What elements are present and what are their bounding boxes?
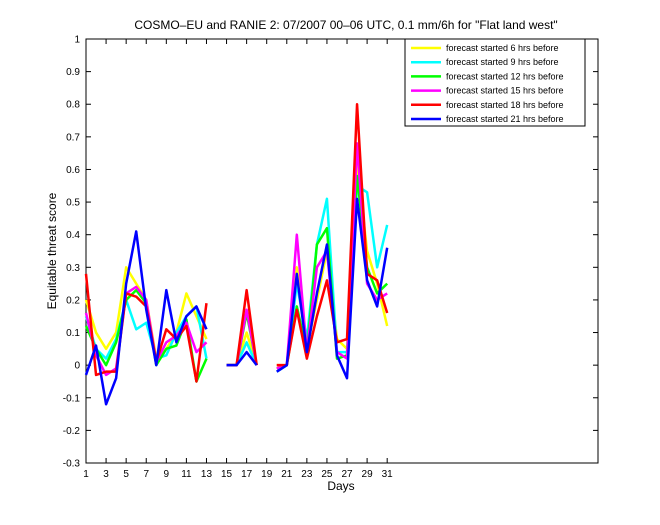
y-tick-label: 0.8 <box>66 100 80 111</box>
legend: forecast started 6 hrs before forecast st… <box>404 38 586 127</box>
x-tick-label: 13 <box>201 469 213 480</box>
y-tick-label: 0.1 <box>66 328 80 339</box>
x-axis-label: Days <box>327 479 354 493</box>
legend-label: forecast started 21 hrs before <box>446 114 564 124</box>
y-tick-label: 0.7 <box>66 132 80 143</box>
x-tick-label: 7 <box>143 469 149 480</box>
series-lines <box>84 102 389 406</box>
y-tick-label: 0.6 <box>66 165 80 176</box>
x-tick-label: 31 <box>382 469 394 480</box>
x-tick-label: 3 <box>103 469 109 480</box>
legend-label: forecast started 6 hrs before <box>446 43 559 53</box>
y-tick-label: 0.9 <box>66 67 80 78</box>
x-tick-label: 19 <box>261 469 273 480</box>
y-tick-label: -0.3 <box>63 459 81 470</box>
x-tick-label: 17 <box>241 469 253 480</box>
x-tick-label: 23 <box>301 469 313 480</box>
series-line-6 <box>84 197 389 406</box>
x-tick-label: 9 <box>164 469 170 480</box>
y-tick-label: 1 <box>74 35 80 46</box>
legend-label: forecast started 12 hrs before <box>446 71 564 81</box>
x-tick-label: 15 <box>221 469 233 480</box>
chart-title: COSMO–EU and RANIE 2: 07/2007 00–06 UTC,… <box>134 18 557 32</box>
x-tick-label: 29 <box>362 469 374 480</box>
x-tick-label: 1 <box>83 469 89 480</box>
x-tick-label: 5 <box>123 469 129 480</box>
x-tick-label: 25 <box>321 469 333 480</box>
y-tick-label: 0 <box>74 361 80 372</box>
x-tick-label: 27 <box>341 469 353 480</box>
y-tick-label: 0.4 <box>66 230 80 241</box>
x-axis: 1 3 5 7 9 11 13 15 17 19 21 23 25 27 29 31 <box>83 39 393 480</box>
y-tick-label: 0.2 <box>66 295 80 306</box>
x-tick-label: 21 <box>281 469 293 480</box>
y-tick-label: -0.1 <box>63 393 81 404</box>
y-tick-label: 0.5 <box>66 198 80 209</box>
legend-label: forecast started 15 hrs before <box>446 86 564 96</box>
y-tick-label: 0.3 <box>66 263 80 274</box>
legend-box <box>404 38 586 127</box>
x-tick-label: 11 <box>181 469 192 480</box>
y-tick-label: -0.2 <box>63 426 81 437</box>
legend-label: forecast started 9 hrs before <box>446 57 559 67</box>
y-axis: -0.3 -0.2 -0.1 0 0.1 0.2 0.3 0.4 0.5 0.6 0.7 0.8 0.9… <box>63 35 598 470</box>
legend-label: forecast started 18 hrs before <box>446 100 564 110</box>
y-axis-label: Equitable threat score <box>45 192 59 309</box>
